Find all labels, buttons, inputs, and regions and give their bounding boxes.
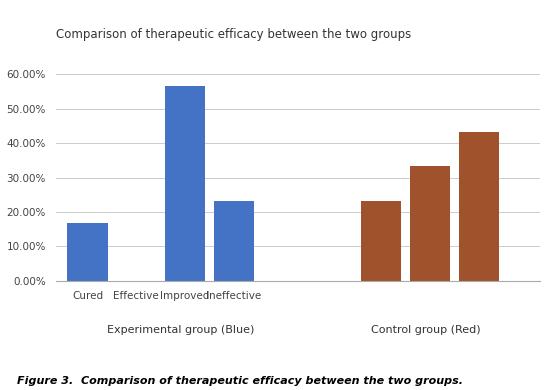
Text: Control group (Red): Control group (Red): [371, 325, 481, 335]
Bar: [458, 132, 499, 281]
Text: Experimental group (Blue): Experimental group (Blue): [107, 325, 255, 335]
Bar: [214, 200, 254, 281]
Bar: [361, 200, 402, 281]
Text: Comparison of therapeutic efficacy between the two groups: Comparison of therapeutic efficacy betwe…: [56, 28, 411, 41]
Bar: [67, 223, 108, 281]
Bar: [410, 166, 450, 281]
Text: Figure 3.  Comparison of therapeutic efficacy between the two groups.: Figure 3. Comparison of therapeutic effi…: [17, 376, 463, 386]
Bar: [165, 86, 205, 281]
